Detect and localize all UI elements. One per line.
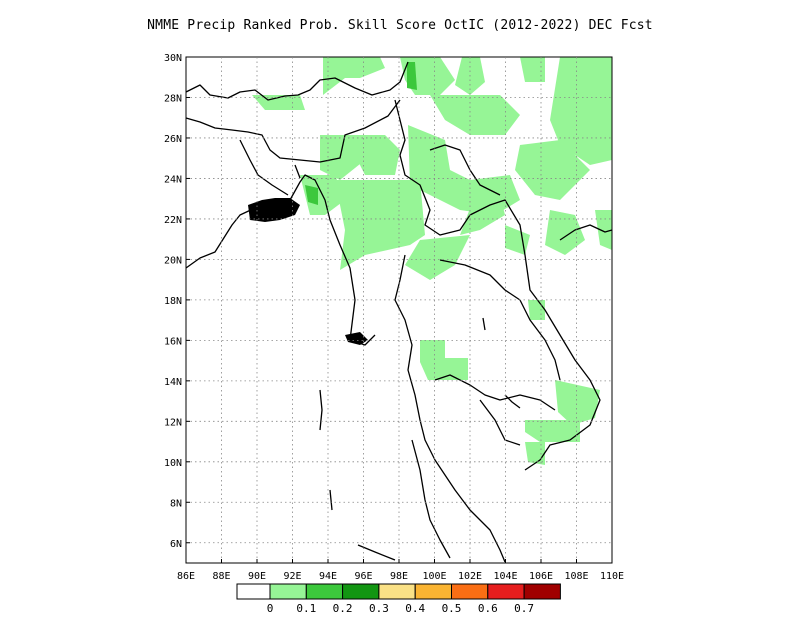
lat-tick-label: 12N bbox=[164, 417, 182, 428]
latitude-ticks: 6N 8N 10N 12N 14N 16N 18N 20N 22N 24N 26N 28N 30N bbox=[164, 53, 190, 550]
colorbar bbox=[236, 583, 561, 600]
colorbar-swatch bbox=[236, 583, 271, 600]
colorbar-label: 0.7 bbox=[514, 602, 534, 615]
colorbar-swatch bbox=[342, 583, 380, 600]
lat-tick-label: 8N bbox=[170, 498, 182, 509]
coastlines bbox=[185, 61, 613, 563]
lat-tick-label: 6N bbox=[170, 539, 182, 550]
lat-tick-label: 24N bbox=[164, 174, 182, 185]
colorbar-label: 0.4 bbox=[405, 602, 425, 615]
lat-tick-label: 20N bbox=[164, 255, 182, 266]
lon-tick-label: 94E bbox=[319, 571, 337, 582]
lat-tick-label: 26N bbox=[164, 134, 182, 145]
lon-tick-label: 92E bbox=[283, 571, 301, 582]
colorbar-swatch bbox=[378, 583, 416, 600]
colorbar-swatch bbox=[269, 583, 307, 600]
colorbar-swatch bbox=[487, 583, 525, 600]
lon-tick-label: 98E bbox=[390, 571, 408, 582]
map-title: NMME Precip Ranked Prob. Skill Score Oct… bbox=[147, 18, 653, 33]
colorbar-swatch bbox=[305, 583, 344, 600]
lon-tick-label: 96E bbox=[354, 571, 372, 582]
longitude-ticks: 86E 88E 90E 92E 94E 96E 98E 100E 102E 104E 106E 108… bbox=[177, 559, 624, 582]
lat-tick-label: 28N bbox=[164, 93, 182, 104]
lon-tick-label: 100E bbox=[422, 571, 446, 582]
skill-shading-mid bbox=[305, 62, 417, 205]
lon-tick-label: 90E bbox=[248, 571, 266, 582]
lon-tick-label: 108E bbox=[564, 571, 588, 582]
colorbar-swatch bbox=[451, 583, 489, 600]
gridlines bbox=[186, 57, 612, 563]
lon-tick-label: 102E bbox=[458, 571, 482, 582]
lon-tick-label: 110E bbox=[600, 571, 624, 582]
colorbar-label: 0.3 bbox=[369, 602, 389, 615]
colorbar-label: 0.5 bbox=[442, 602, 462, 615]
colorbar-labels: 0 0.1 0.2 0.3 0.4 0.5 0.6 0.7 bbox=[267, 602, 534, 615]
delta-coast bbox=[248, 198, 368, 345]
lat-tick-label: 14N bbox=[164, 377, 182, 388]
skill-shading bbox=[252, 57, 612, 465]
colorbar-label: 0.1 bbox=[296, 602, 316, 615]
colorbar-swatch bbox=[414, 583, 453, 600]
lon-tick-label: 88E bbox=[212, 571, 230, 582]
lat-tick-label: 18N bbox=[164, 296, 182, 307]
colorbar-swatch bbox=[523, 583, 561, 600]
lat-tick-label: 16N bbox=[164, 336, 182, 347]
colorbar-label: 0 bbox=[267, 602, 274, 615]
lon-tick-label: 106E bbox=[529, 571, 553, 582]
lat-tick-label: 22N bbox=[164, 215, 182, 226]
lon-tick-label: 104E bbox=[493, 571, 517, 582]
lat-tick-label: 10N bbox=[164, 458, 182, 469]
lon-tick-label: 86E bbox=[177, 571, 195, 582]
colorbar-label: 0.2 bbox=[333, 602, 353, 615]
lat-tick-label: 30N bbox=[164, 53, 182, 64]
colorbar-label: 0.6 bbox=[478, 602, 498, 615]
